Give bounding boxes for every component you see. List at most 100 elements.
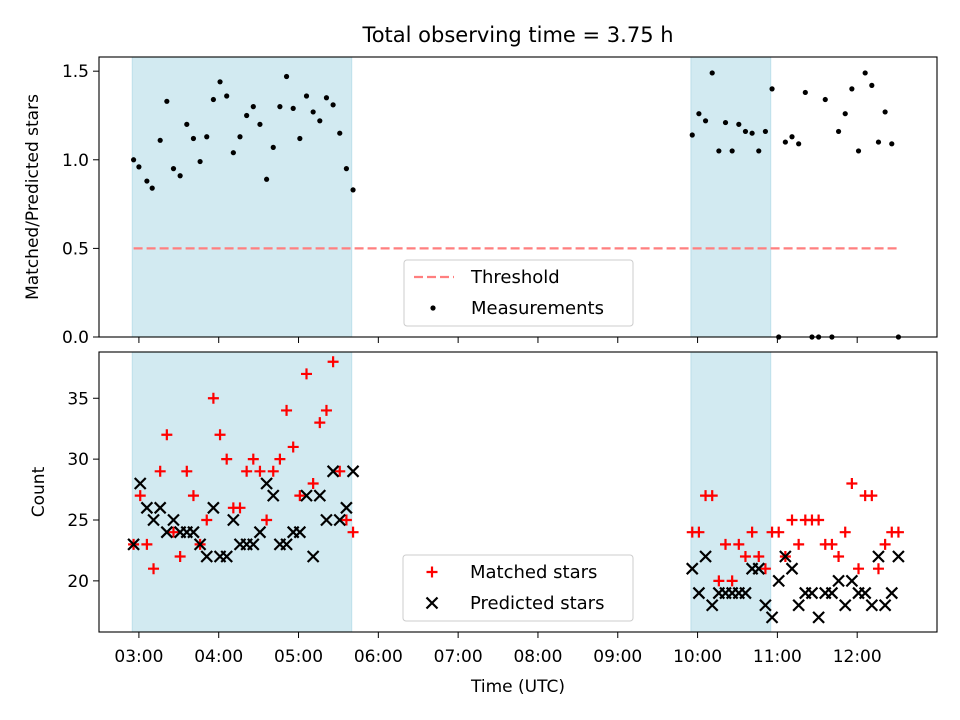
- point-1-0-49: [786, 514, 798, 526]
- point-1-1-65: [892, 550, 905, 563]
- xtick-label-0: 03:00: [114, 647, 163, 667]
- y-axis-label-bottom: Count: [29, 466, 49, 517]
- ytick-label-1-1: 25: [67, 511, 89, 531]
- point-1-1-11: [200, 550, 214, 563]
- point-1-1-20: [260, 477, 273, 490]
- x-axis-label: Time (UTC): [470, 677, 565, 697]
- point-0-0-23: [283, 73, 290, 80]
- xtick-label-8: 11:00: [753, 647, 802, 667]
- point-1-1-3: [147, 513, 160, 527]
- point-0-0-32: [343, 166, 350, 172]
- point-0-0-46: [769, 86, 775, 92]
- point-1-0-35: [693, 526, 705, 538]
- point-0-0-27: [310, 109, 316, 115]
- point-1-0-38: [713, 575, 725, 587]
- point-1-1-48: [779, 550, 792, 563]
- point-1-1-58: [845, 574, 859, 588]
- point-1-1-34: [685, 562, 699, 575]
- point-1-1-1: [133, 477, 147, 490]
- point-1-1-37: [705, 598, 719, 612]
- legend-marker-0-1: [430, 305, 436, 311]
- shaded-interval-0-1: [690, 56, 772, 338]
- xtick-label-3: 06:00: [354, 647, 403, 667]
- point-0-0-45: [762, 128, 769, 135]
- point-1-1-49: [785, 562, 799, 575]
- point-0-0-9: [190, 135, 197, 142]
- chart-title: Total observing time = 3.75 h: [361, 23, 673, 47]
- xtick-label-4: 07:00: [434, 647, 483, 667]
- point-0-0-6: [170, 166, 177, 172]
- point-1-1-55: [825, 586, 839, 600]
- point-1-0-57: [839, 526, 851, 538]
- point-0-0-50: [796, 141, 802, 147]
- point-0-0-0: [130, 157, 137, 163]
- point-1-0-28: [314, 417, 326, 429]
- point-1-1-23: [280, 538, 293, 551]
- panel-frame-0: [98, 56, 938, 338]
- point-1-0-58: [846, 477, 858, 489]
- point-1-0-63: [879, 538, 891, 550]
- point-1-1-45: [759, 598, 772, 612]
- point-0-0-34: [689, 132, 695, 138]
- shaded-interval-1-0: [131, 351, 353, 633]
- point-0-0-5: [164, 98, 170, 104]
- point-0-0-56: [835, 128, 842, 135]
- point-1-0-43: [746, 526, 758, 538]
- xtick-label-5: 08:00: [513, 647, 562, 667]
- point-1-0-4: [154, 465, 166, 477]
- point-1-0-50: [793, 538, 805, 550]
- xtick-label-9: 12:00: [833, 647, 882, 667]
- point-1-0-14: [221, 453, 233, 465]
- point-0-0-28: [317, 118, 323, 124]
- point-1-0-20: [261, 514, 273, 526]
- point-1-1-4: [153, 501, 167, 515]
- shaded-interval-1-1: [690, 351, 772, 633]
- point-0-0-59: [855, 148, 862, 154]
- point-0-0-48: [782, 139, 788, 145]
- point-0-0-12: [210, 96, 216, 103]
- point-1-0-41: [733, 538, 745, 550]
- xtick-label-1: 04:00: [194, 647, 243, 667]
- point-1-1-26: [300, 489, 313, 502]
- point-0-0-14: [224, 93, 230, 99]
- plot-marks: [127, 70, 905, 624]
- point-1-0-56: [833, 551, 845, 563]
- point-1-0-17: [241, 465, 253, 477]
- point-0-0-11: [204, 134, 210, 140]
- shaded-interval-0-0: [131, 56, 353, 338]
- point-1-1-21: [266, 489, 280, 502]
- point-1-0-42: [739, 551, 751, 563]
- point-1-1-44: [752, 562, 766, 575]
- legend-label-1-1: Predicted stars: [470, 593, 604, 614]
- point-1-1-35: [692, 586, 706, 600]
- point-1-0-9: [187, 490, 199, 502]
- point-0-0-21: [270, 144, 276, 150]
- point-1-0-16: [234, 502, 246, 514]
- point-1-0-11: [201, 514, 213, 526]
- point-0-0-58: [849, 86, 855, 92]
- point-0-0-57: [842, 111, 848, 117]
- ytick-label-0-0: 0.0: [62, 328, 89, 348]
- point-1-0-44: [753, 551, 765, 563]
- point-1-1-42: [739, 586, 752, 600]
- point-1-0-62: [872, 563, 884, 575]
- point-1-0-13: [214, 429, 226, 441]
- point-0-0-8: [184, 121, 190, 127]
- point-1-0-25: [294, 490, 306, 502]
- xtick-label-6: 09:00: [593, 647, 642, 667]
- point-0-0-29: [323, 95, 330, 101]
- point-0-0-3: [149, 185, 155, 191]
- point-1-1-64: [885, 586, 899, 600]
- ytick-label-1-0: 20: [67, 572, 89, 592]
- point-1-0-2: [141, 538, 153, 550]
- point-0-0-61: [869, 82, 875, 88]
- point-1-0-5: [161, 429, 173, 441]
- point-1-0-19: [254, 465, 266, 477]
- point-1-0-26: [301, 368, 313, 380]
- point-1-1-19: [253, 525, 267, 539]
- point-0-0-26: [303, 93, 310, 99]
- panel-frame-1: [98, 351, 938, 633]
- ytick-label-0-3: 1.5: [62, 62, 89, 82]
- point-1-0-6: [167, 526, 179, 538]
